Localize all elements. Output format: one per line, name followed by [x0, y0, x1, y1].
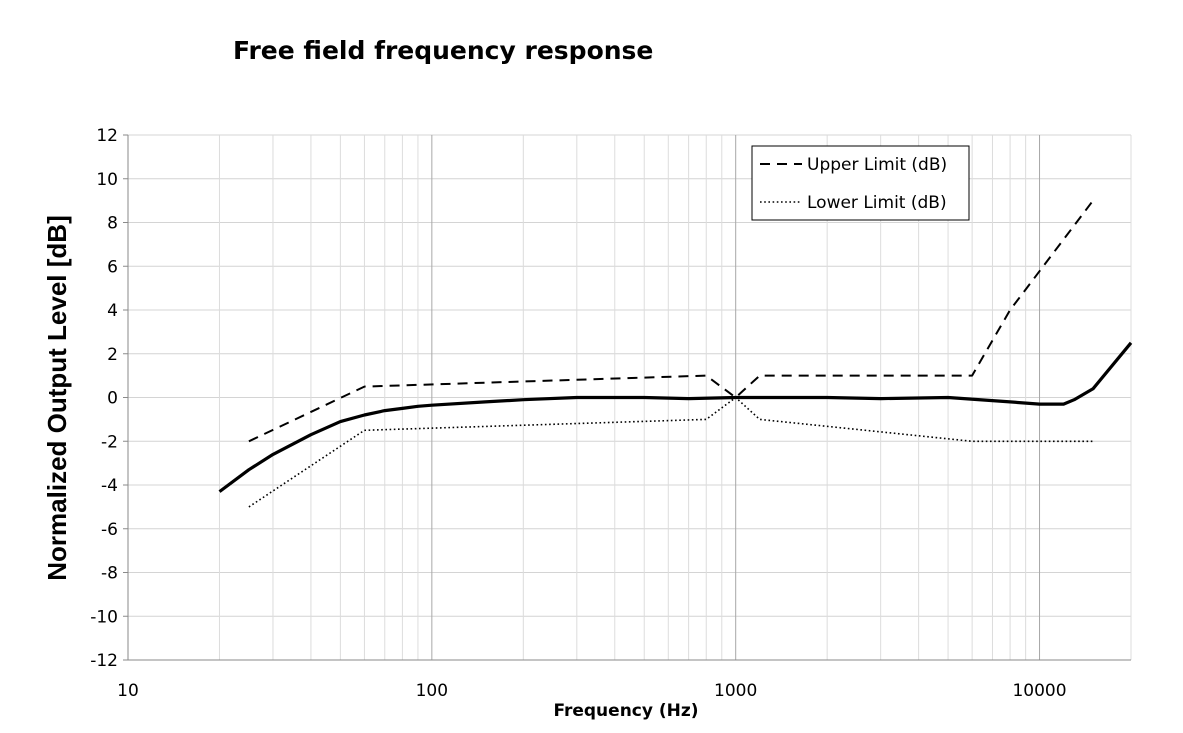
y-tick-label: 4	[107, 301, 118, 321]
x-tick-label: 10	[117, 681, 139, 701]
y-tick-label: -2	[101, 432, 118, 452]
y-tick-label: -4	[101, 476, 118, 496]
x-tick-label: 10000	[1012, 681, 1066, 701]
axes	[123, 134, 1131, 661]
x-tick-labels: 10 100 1000 10000	[117, 681, 1066, 701]
x-axis-label: Frequency (Hz)	[553, 701, 698, 721]
y-tick-label: -12	[90, 651, 118, 671]
legend: Upper Limit (dB) Lower Limit (dB)	[751, 145, 970, 221]
y-tick-label: 10	[96, 170, 118, 190]
series-lines	[218, 199, 1133, 508]
y-tick-label: -8	[101, 564, 118, 584]
series-line-response	[218, 341, 1133, 493]
y-tick-labels: 12 10 8 6 4 2 0 -2 -4 -6 -8 -10 -12	[90, 126, 118, 671]
series-line-lower-limit	[248, 396, 1093, 508]
y-tick-label: 2	[107, 345, 118, 365]
y-tick-label: 8	[107, 214, 118, 234]
series-line-upper-limit	[248, 199, 1094, 443]
legend-label-upper: Upper Limit (dB)	[807, 155, 947, 175]
y-tick-label: -6	[101, 520, 118, 540]
legend-label-lower: Lower Limit (dB)	[807, 193, 947, 213]
y-axis-label: Normalized Output Level [dB]	[42, 215, 72, 580]
x-tick-label: 100	[416, 681, 448, 701]
legend-box	[751, 145, 970, 221]
y-tick-label: 0	[107, 389, 118, 409]
y-tick-label: 12	[96, 126, 118, 146]
x-tick-label: 1000	[714, 681, 757, 701]
y-tick-label: 6	[107, 257, 118, 277]
y-tick-label: -10	[90, 607, 118, 627]
chart-title: Free field frequency response	[233, 36, 653, 65]
